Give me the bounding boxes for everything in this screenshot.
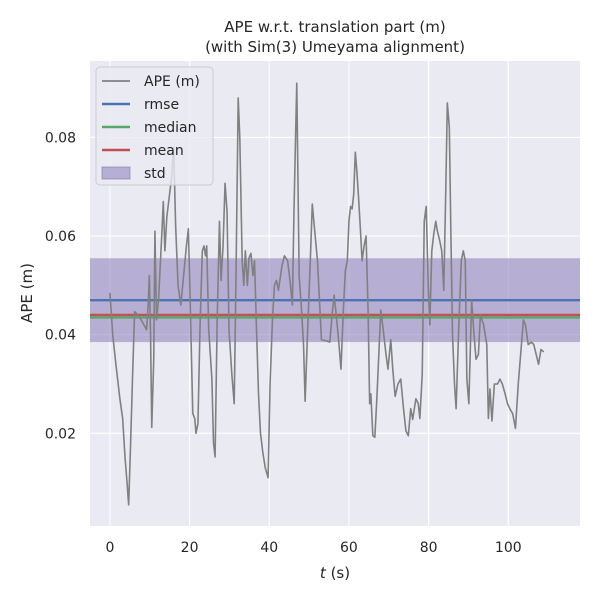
y-tick-label: 0.02 <box>45 426 76 442</box>
x-tick-label: 0 <box>105 540 114 556</box>
y-tick-label: 0.08 <box>45 130 76 146</box>
x-tick-label: 80 <box>420 540 438 556</box>
chart-subtitle: (with Sim(3) Umeyama alignment) <box>205 38 465 56</box>
series-layer <box>109 82 545 506</box>
chart-title: APE w.r.t. translation part (m) <box>224 18 445 36</box>
x-axis-label-var: t <box>320 564 327 582</box>
x-tick-label: 40 <box>260 540 278 556</box>
x-tick-label: 60 <box>340 540 358 556</box>
legend-mean-label: mean <box>144 143 184 159</box>
y-axis-label: APE (m) <box>18 263 36 323</box>
x-axis-label-unit: (s) <box>326 564 350 582</box>
x-tick-label: 100 <box>495 540 522 556</box>
legend-ape-label: APE (m) <box>144 74 200 90</box>
legend: APE (m) rmse median mean std <box>95 66 214 186</box>
y-tick-label: 0.06 <box>45 229 76 245</box>
x-axis-label: t (s) <box>320 564 350 582</box>
x-tick-label: 20 <box>181 540 199 556</box>
legend-std-swatch <box>101 166 131 180</box>
legend-frame <box>95 66 214 186</box>
legend-median-label: median <box>144 120 196 136</box>
legend-rmse-label: rmse <box>144 97 179 113</box>
tick-labels: 0 20 40 60 80 100 0.02 0.04 0.06 0.08 <box>45 130 522 556</box>
y-tick-label: 0.04 <box>45 328 76 344</box>
legend-std-label: std <box>144 166 166 182</box>
ape-series-line <box>109 82 545 506</box>
